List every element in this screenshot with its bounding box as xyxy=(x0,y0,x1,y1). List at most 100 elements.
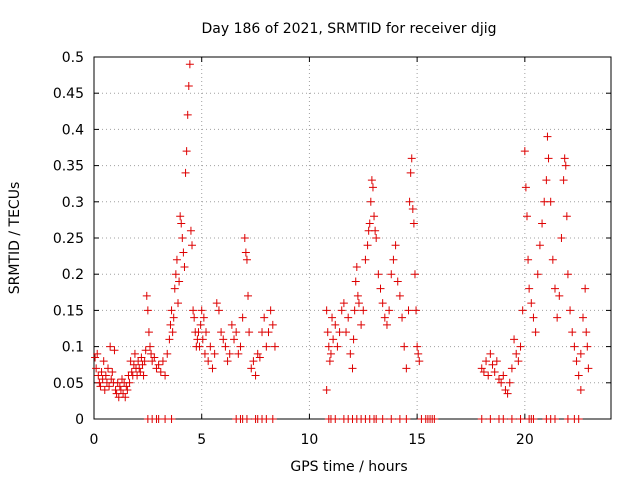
data-point xyxy=(365,219,374,228)
data-point xyxy=(339,299,348,308)
data-point xyxy=(376,284,385,293)
data-point xyxy=(105,382,114,391)
data-point xyxy=(391,241,400,250)
data-point xyxy=(568,328,577,337)
data-point xyxy=(499,415,508,423)
data-point xyxy=(168,328,177,337)
data-point xyxy=(382,320,391,329)
data-point xyxy=(141,346,150,355)
data-point xyxy=(214,306,223,315)
data-point xyxy=(499,371,508,380)
data-point xyxy=(322,306,331,315)
data-point xyxy=(412,306,421,315)
data-point xyxy=(182,147,191,156)
data-point xyxy=(486,415,495,423)
data-point xyxy=(212,299,221,308)
data-point xyxy=(349,335,358,344)
data-point xyxy=(413,342,422,351)
data-point xyxy=(94,371,103,380)
data-point xyxy=(574,415,583,423)
data-point xyxy=(266,306,275,315)
data-point xyxy=(194,328,203,337)
data-point xyxy=(529,415,538,423)
data-point xyxy=(95,378,104,387)
data-point xyxy=(108,367,117,376)
data-point xyxy=(395,291,404,300)
data-point xyxy=(393,277,402,286)
data-point xyxy=(264,328,273,337)
data-point xyxy=(361,255,370,264)
data-point xyxy=(486,349,495,358)
data-point xyxy=(262,342,271,351)
data-point xyxy=(359,306,368,315)
data-point xyxy=(244,291,253,300)
data-point xyxy=(138,360,147,369)
data-point xyxy=(357,320,366,329)
data-point xyxy=(378,415,387,423)
data-point xyxy=(158,357,167,366)
data-point xyxy=(183,110,192,119)
data-point xyxy=(366,197,375,206)
x-tick-label: 20 xyxy=(516,432,534,448)
data-point xyxy=(408,205,417,214)
data-point xyxy=(180,262,189,271)
data-point xyxy=(374,270,383,279)
data-point xyxy=(371,226,380,235)
data-point xyxy=(242,415,251,423)
data-point xyxy=(430,415,439,423)
data-point xyxy=(562,212,571,221)
data-point xyxy=(208,364,217,373)
data-point xyxy=(219,335,228,344)
data-point xyxy=(148,357,157,366)
data-point xyxy=(415,357,424,366)
data-point xyxy=(380,313,389,322)
data-point xyxy=(331,320,340,329)
data-point xyxy=(119,389,128,398)
data-point xyxy=(524,255,533,264)
data-point xyxy=(543,132,552,141)
data-point xyxy=(354,299,363,308)
data-point xyxy=(553,313,562,322)
data-point xyxy=(255,353,264,362)
data-point xyxy=(542,176,551,185)
data-point xyxy=(97,367,106,376)
data-point xyxy=(326,349,335,358)
data-point xyxy=(533,270,542,279)
data-point xyxy=(169,313,178,322)
data-point xyxy=(121,393,130,402)
data-point xyxy=(404,306,413,315)
data-point xyxy=(179,248,188,257)
data-point xyxy=(406,168,415,177)
data-point xyxy=(367,176,376,185)
data-point xyxy=(221,342,230,351)
y-tick-label: 0 xyxy=(75,412,84,428)
data-point xyxy=(346,349,355,358)
data-point xyxy=(174,299,183,308)
data-point xyxy=(325,357,334,366)
data-point xyxy=(139,371,148,380)
data-point xyxy=(522,212,531,221)
data-point xyxy=(581,284,590,293)
data-point xyxy=(268,320,277,329)
data-point xyxy=(110,346,119,355)
data-point xyxy=(555,291,564,300)
data-point xyxy=(106,342,115,351)
data-point xyxy=(370,212,379,221)
data-point xyxy=(516,342,525,351)
data-point xyxy=(550,284,559,293)
data-point xyxy=(389,255,398,264)
data-point xyxy=(123,386,132,395)
data-point xyxy=(516,415,525,423)
data-point xyxy=(175,277,184,286)
data-point xyxy=(185,60,194,69)
data-point xyxy=(342,328,351,337)
data-point xyxy=(331,415,340,423)
data-point xyxy=(129,360,138,369)
data-point xyxy=(352,262,361,271)
data-point xyxy=(576,386,585,395)
data-point xyxy=(161,371,170,380)
data-point xyxy=(477,415,486,423)
data-point xyxy=(196,320,205,329)
data-point xyxy=(136,367,145,376)
data-point xyxy=(118,375,127,384)
